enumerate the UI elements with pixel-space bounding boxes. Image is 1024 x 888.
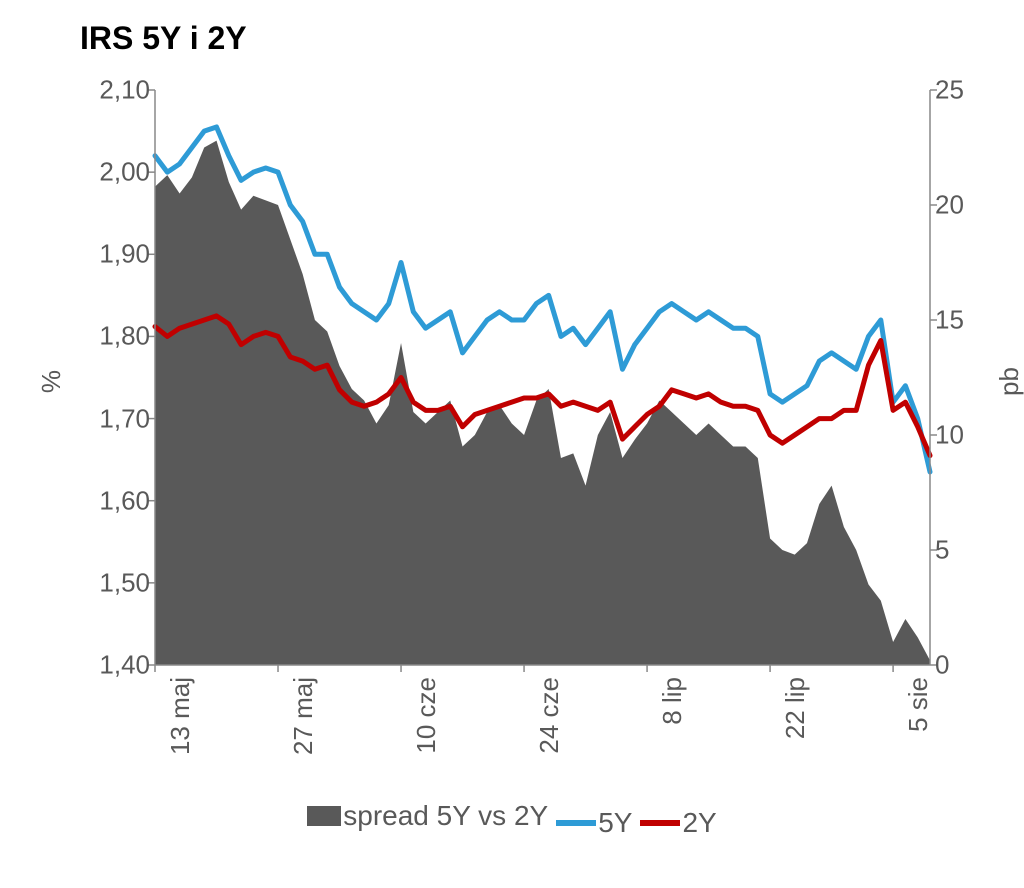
y-right-tick-label: 5 (935, 535, 990, 566)
legend-swatch-line (556, 820, 596, 826)
x-tick-label: 24 cze (534, 677, 565, 754)
y-right-tick-label: 20 (935, 190, 990, 221)
y-left-tick-label: 1,60 (75, 485, 150, 516)
plot-area: 1,401,501,601,701,801,902,002,10 0510152… (155, 90, 930, 665)
y-right-tick-label: 0 (935, 650, 990, 681)
y-left-ticks: 1,401,501,601,701,801,902,002,10 (75, 90, 150, 665)
legend-label: 5Y (598, 807, 632, 839)
chart-title: IRS 5Y i 2Y (0, 20, 1024, 57)
y-right-tick-label: 10 (935, 420, 990, 451)
legend-item: spread 5Y vs 2Y (307, 800, 548, 832)
y-right-tick-label: 15 (935, 305, 990, 336)
x-tick-label: 22 lip (780, 677, 811, 739)
x-tick-label: 8 lip (657, 677, 688, 725)
x-ticks: 13 maj27 maj10 cze24 cze8 lip22 lip5 sie (155, 665, 930, 785)
y-left-tick-label: 1,40 (75, 650, 150, 681)
legend: spread 5Y vs 2Y 5Y 2Y (0, 800, 1024, 839)
x-tick-label: 10 cze (411, 677, 442, 754)
y-left-tick-label: 1,70 (75, 403, 150, 434)
y-right-axis-label: pb (994, 367, 1024, 396)
y-right-tick-label: 25 (935, 75, 990, 106)
legend-label: 2Y (682, 807, 716, 839)
legend-swatch-area (307, 806, 341, 826)
x-tick-label: 27 maj (288, 677, 319, 755)
y-left-tick-label: 1,80 (75, 321, 150, 352)
y-left-tick-label: 2,00 (75, 157, 150, 188)
x-tick-label: 13 maj (165, 677, 196, 755)
y-right-ticks: 0510152025 (935, 90, 990, 665)
legend-item: 2Y (640, 807, 716, 839)
x-tick-label: 5 sie (903, 677, 934, 732)
y-left-tick-label: 1,50 (75, 567, 150, 598)
legend-label: spread 5Y vs 2Y (343, 800, 548, 832)
y-left-tick-label: 1,90 (75, 239, 150, 270)
legend-swatch-line (640, 820, 680, 826)
series-spread-area (155, 141, 930, 665)
y-left-axis-label: % (36, 369, 67, 392)
legend-item: 5Y (556, 807, 632, 839)
plot-svg (155, 90, 930, 665)
chart-container: IRS 5Y i 2Y 1,401,501,601,701,801,902,00… (0, 0, 1024, 888)
y-left-tick-label: 2,10 (75, 75, 150, 106)
